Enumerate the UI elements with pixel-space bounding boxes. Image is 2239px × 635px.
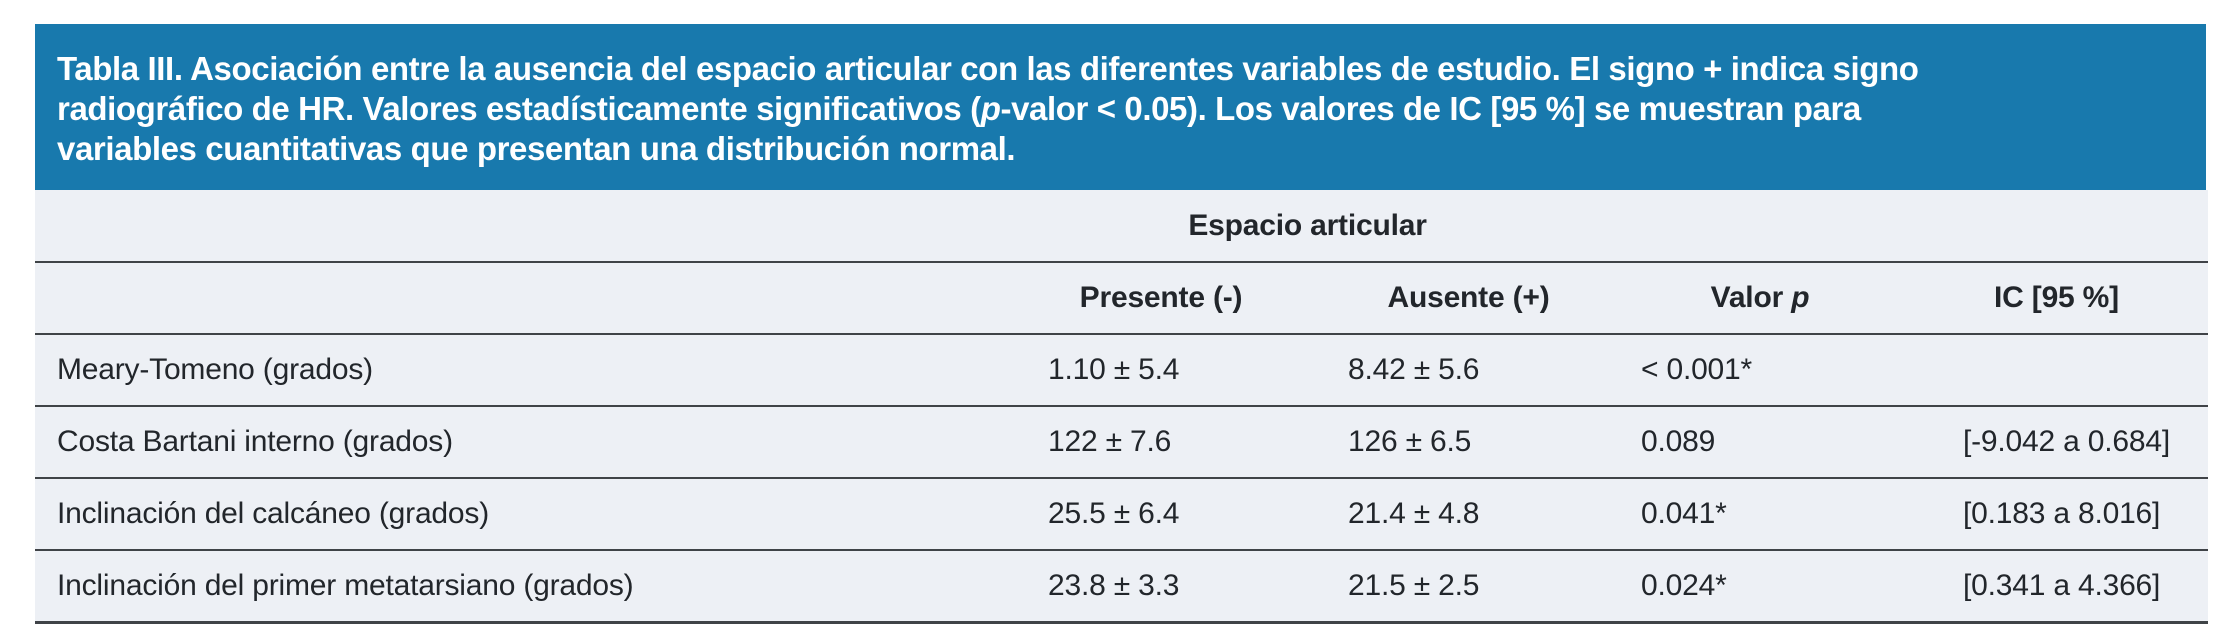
column-header-spacer <box>35 262 1000 334</box>
caption-line-2-italic-p: p <box>980 90 1001 127</box>
cell-presente: 23.8 ± 3.3 <box>1048 568 1180 602</box>
column-header-valor-label: Valor <box>1710 281 1792 314</box>
row-label-inclinacion-calcaneo: Inclinación del calcáneo (grados) <box>57 497 489 530</box>
cell-ic: [0.341 a 4.366] <box>1963 568 2161 602</box>
table-row: Costa Bartani interno (grados) 122 ± 7.6… <box>35 406 2208 478</box>
cell-ic: [0.183 a 8.016] <box>1963 497 2161 530</box>
column-header-valor-p: Valor p <box>1615 262 1905 334</box>
caption-line-2-post: -valor < 0.05). Los valores de IC [95 %]… <box>1000 90 1862 127</box>
cell-presente: 25.5 ± 6.4 <box>1048 497 1180 530</box>
caption-line-3: variables cuantitativas que presentan un… <box>57 130 1016 167</box>
row-label-inclinacion-metatarsiano: Inclinación del primer metatarsiano (gra… <box>57 568 634 602</box>
group-header-row: Espacio articular <box>35 190 2208 262</box>
row-label-meary-tomeno: Meary-Tomeno (grados) <box>57 353 373 386</box>
results-table: Espacio articular Presente (-) Ausente (… <box>35 190 2208 624</box>
group-header-spacer <box>35 190 1000 262</box>
caption-line-2: radiográfico de HR. Valores estadísticam… <box>57 89 2184 129</box>
group-header-espacio-articular: Espacio articular <box>1188 208 1427 242</box>
cell-ausente: 8.42 ± 5.6 <box>1348 353 1480 386</box>
caption-line-2-pre: radiográfico de HR. Valores estadísticam… <box>57 90 981 127</box>
cell-ausente: 21.4 ± 4.8 <box>1348 497 1480 530</box>
caption-line-1: Tabla III. Asociación entre la ausencia … <box>57 50 1919 87</box>
column-header-row: Presente (-) Ausente (+) Valor p IC [95 … <box>35 262 2208 334</box>
cell-p-value: < 0.001* <box>1641 353 1753 386</box>
cell-p-value: 0.041* <box>1641 497 1727 530</box>
column-header-p-italic: p <box>1791 281 1810 314</box>
cell-presente: 1.10 ± 5.4 <box>1048 353 1180 386</box>
group-header-empty-ic <box>1905 190 2208 262</box>
group-header-empty-valor <box>1615 190 1905 262</box>
table-row: Meary-Tomeno (grados) 1.10 ± 5.4 8.42 ± … <box>35 334 2208 406</box>
column-header-ic: IC [95 %] <box>1994 281 2119 314</box>
table-caption: Tabla III. Asociación entre la ausencia … <box>35 24 2206 190</box>
cell-p-value: 0.089 <box>1641 425 1716 458</box>
cell-presente: 122 ± 7.6 <box>1048 425 1172 458</box>
cell-p-value: 0.024* <box>1641 568 1727 602</box>
row-label-costa-bartani: Costa Bartani interno (grados) <box>57 425 453 458</box>
cell-ausente: 126 ± 6.5 <box>1348 425 1472 458</box>
table-row: Inclinación del calcáneo (grados) 25.5 ±… <box>35 478 2208 550</box>
column-header-ausente: Ausente (+) <box>1387 281 1550 314</box>
cell-ic: [-9.042 a 0.684] <box>1963 425 2170 458</box>
cell-ic <box>1905 334 2208 406</box>
cell-ausente: 21.5 ± 2.5 <box>1348 568 1480 602</box>
table-row: Inclinación del primer metatarsiano (gra… <box>35 550 2208 622</box>
column-header-presente: Presente (-) <box>1079 281 1243 314</box>
